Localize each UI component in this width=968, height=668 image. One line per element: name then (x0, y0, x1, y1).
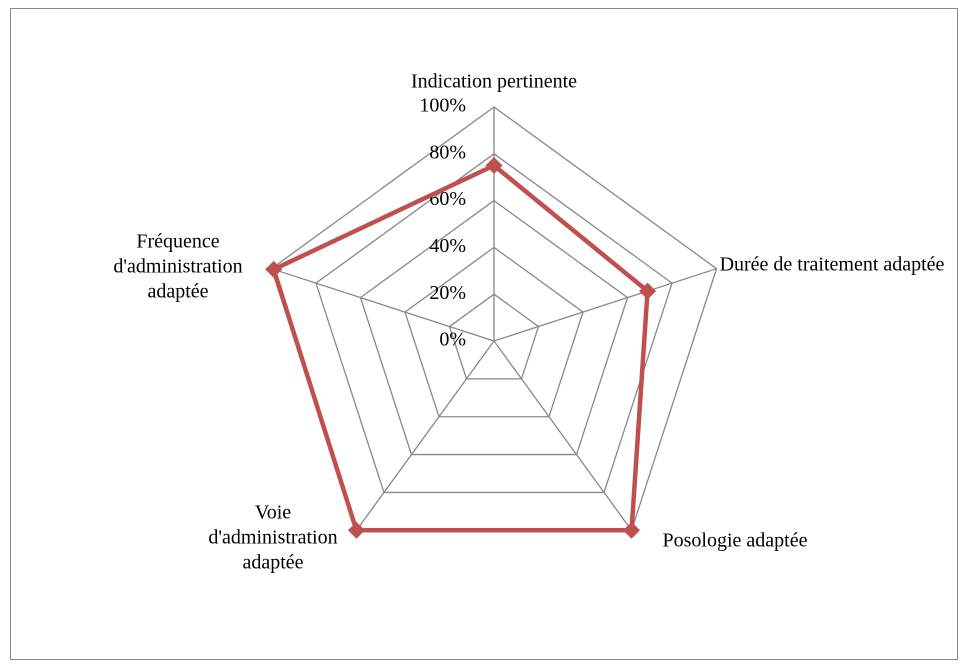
marker (265, 260, 283, 278)
grid-ring (448, 293, 540, 380)
grid-ring (359, 199, 629, 456)
spoke (355, 340, 495, 531)
grid-ring (404, 246, 584, 418)
marker (347, 521, 365, 539)
category-label: Durée de traitement adaptée (719, 253, 945, 276)
marker (639, 282, 657, 300)
category-label: Fréquence d'administration adaptée (113, 230, 243, 303)
spoke (271, 268, 495, 342)
spoke (493, 340, 633, 531)
tick-label: 20% (429, 282, 466, 304)
category-label: Posologie adaptée (662, 529, 808, 552)
grid-ring (315, 152, 673, 494)
category-label: Indication pertinente (410, 70, 578, 93)
tick-label: 80% (429, 141, 466, 163)
spoke (493, 268, 717, 342)
tick-label: 40% (429, 235, 466, 257)
category-label: Voie d'administration adaptée (208, 501, 338, 574)
marker (623, 521, 641, 539)
marker (485, 157, 503, 174)
frame (10, 8, 958, 660)
tick-label: 100% (419, 95, 466, 117)
series-line (271, 163, 650, 533)
tick-label: 0% (439, 329, 466, 351)
